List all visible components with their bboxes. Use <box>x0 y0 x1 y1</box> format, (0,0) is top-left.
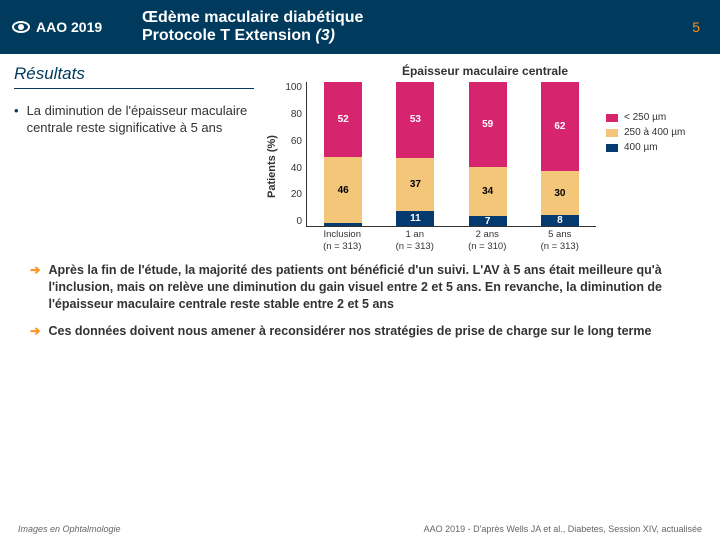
bar: 5246 <box>324 82 362 226</box>
body-row: Résultats • La diminution de l'épaisseur… <box>0 54 720 256</box>
title-line-1: Œdème maculaire diabétique <box>142 9 692 27</box>
left-column: Résultats • La diminution de l'épaisseur… <box>14 64 264 252</box>
x-tick: 5 ans(n = 313) <box>524 227 597 252</box>
footer-left: Images en Ophtalmologie <box>18 524 121 534</box>
bullet-dot-icon: • <box>14 103 19 137</box>
results-heading: Résultats <box>14 64 254 89</box>
y-ticks: 100 80 60 40 20 0 <box>280 82 306 227</box>
title-line-2: Protocole T Extension (3) <box>142 27 692 45</box>
legend-item: 400 µm <box>606 142 706 153</box>
header-bar: AAO 2019 Œdème maculaire diabétique Prot… <box>0 0 720 54</box>
chart-title: Épaisseur maculaire centrale <box>264 64 706 78</box>
x-tick: 1 an(n = 313) <box>379 227 452 252</box>
bar-segment-bot: 11 <box>396 211 434 227</box>
conclusion-1: ➔ Après la fin de l'étude, la majorité d… <box>30 262 690 313</box>
eye-icon <box>12 21 30 33</box>
bar-segment-top: 62 <box>541 82 579 171</box>
bar-segment-top: 52 <box>324 82 362 157</box>
conclusion-1-text: Après la fin de l'étude, la majorité des… <box>48 263 662 311</box>
legend-item: 250 à 400 µm <box>606 127 706 138</box>
arrow-icon: ➔ <box>30 262 40 313</box>
page-number: 5 <box>692 19 708 35</box>
title-block: Œdème maculaire diabétique Protocole T E… <box>142 9 692 46</box>
bar: 533711 <box>396 82 434 226</box>
bar-segment-bot: 7 <box>469 216 507 226</box>
bar: 62308 <box>541 82 579 226</box>
bullet-text: La diminution de l'épaisseur maculaire c… <box>27 103 254 137</box>
legend-item: < 250 µm <box>606 112 706 123</box>
bar-segment-mid: 34 <box>469 167 507 216</box>
y-tick: 20 <box>280 189 302 200</box>
legend-swatch <box>606 144 618 152</box>
x-tick: 2 ans(n = 310) <box>451 227 524 252</box>
y-tick: 0 <box>280 216 302 227</box>
legend: < 250 µm 250 à 400 µm 400 µm <box>596 82 706 252</box>
arrow-icon: ➔ <box>30 323 40 340</box>
footer: Images en Ophtalmologie AAO 2019 - D'apr… <box>0 524 720 534</box>
x-ticks: Inclusion(n = 313)1 an(n = 313)2 ans(n =… <box>306 227 596 252</box>
y-tick: 60 <box>280 136 302 147</box>
bar-segment-top: 53 <box>396 82 434 158</box>
plot-wrap: 100 80 60 40 20 0 5246 533711 59347 62308 Inclus… <box>280 82 596 252</box>
chart-area: Patients (%) 100 80 60 40 20 0 5246 533711 5934… <box>264 82 706 252</box>
y-tick: 40 <box>280 163 302 174</box>
legend-swatch <box>606 114 618 122</box>
y-axis-label: Patients (%) <box>264 82 280 252</box>
legend-label: 250 à 400 µm <box>624 127 685 138</box>
conclusions: ➔ Après la fin de l'étude, la majorité d… <box>0 256 720 340</box>
legend-swatch <box>606 129 618 137</box>
bar-segment-bot: 8 <box>541 215 579 227</box>
bars-container: 5246 533711 59347 62308 <box>306 82 596 227</box>
y-tick: 100 <box>280 82 302 93</box>
bar: 59347 <box>469 82 507 226</box>
legend-label: < 250 µm <box>624 112 666 123</box>
logo: AAO 2019 <box>12 19 142 35</box>
bar-segment-mid: 30 <box>541 171 579 214</box>
bar-segment-mid: 37 <box>396 158 434 211</box>
legend-label: 400 µm <box>624 142 658 153</box>
bar-segment-mid: 46 <box>324 157 362 223</box>
conclusion-2: ➔ Ces données doivent nous amener à reco… <box>30 323 690 340</box>
bullet-item: • La diminution de l'épaisseur maculaire… <box>14 103 254 137</box>
x-tick: Inclusion(n = 313) <box>306 227 379 252</box>
bar-segment-top: 59 <box>469 82 507 167</box>
plot: 100 80 60 40 20 0 5246 533711 59347 62308 <box>280 82 596 227</box>
chart-column: Épaisseur maculaire centrale Patients (%… <box>264 64 706 252</box>
conclusion-2-text: Ces données doivent nous amener à recons… <box>48 324 651 338</box>
bar-segment-bot <box>324 223 362 226</box>
footer-right: AAO 2019 - D'après Wells JA et al., Diab… <box>424 524 702 534</box>
logo-text: AAO 2019 <box>36 19 102 35</box>
y-tick: 80 <box>280 109 302 120</box>
